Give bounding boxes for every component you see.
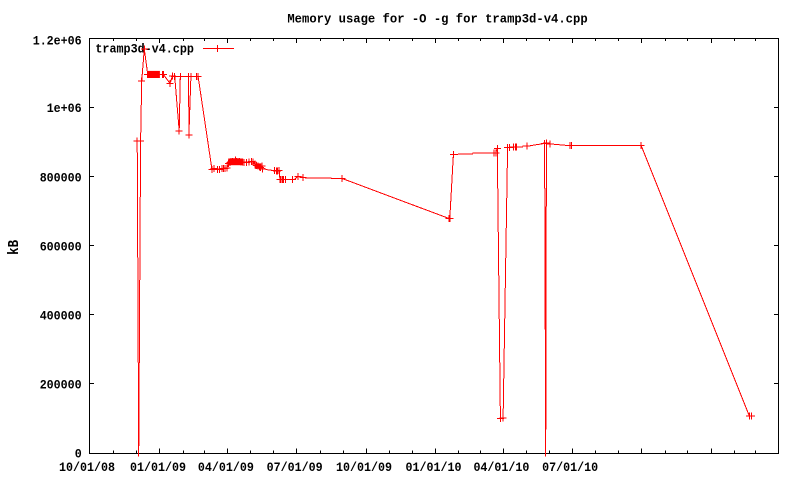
svg-text:04/01/09: 04/01/09 [198, 461, 254, 475]
svg-text:10/01/09: 10/01/09 [336, 461, 392, 475]
svg-text:600000: 600000 [40, 240, 82, 254]
svg-text:Memory usage for -O -g for tra: Memory usage for -O -g for tramp3d-v4.cp… [287, 13, 587, 27]
svg-text:800000: 800000 [40, 171, 82, 185]
svg-text:400000: 400000 [40, 309, 82, 323]
svg-text:0: 0 [75, 448, 82, 462]
svg-text:07/01/10: 07/01/10 [542, 461, 598, 475]
svg-text:04/01/10: 04/01/10 [473, 461, 529, 475]
svg-text:200000: 200000 [40, 379, 82, 393]
svg-text:kB: kB [7, 240, 23, 255]
svg-text:1e+06: 1e+06 [47, 102, 82, 116]
svg-text:01/01/10: 01/01/10 [406, 461, 462, 475]
svg-text:01/01/09: 01/01/09 [130, 461, 186, 475]
svg-text:1.2e+06: 1.2e+06 [33, 34, 82, 48]
svg-text:07/01/09: 07/01/09 [267, 461, 323, 475]
svg-text:10/01/08: 10/01/08 [59, 461, 115, 475]
